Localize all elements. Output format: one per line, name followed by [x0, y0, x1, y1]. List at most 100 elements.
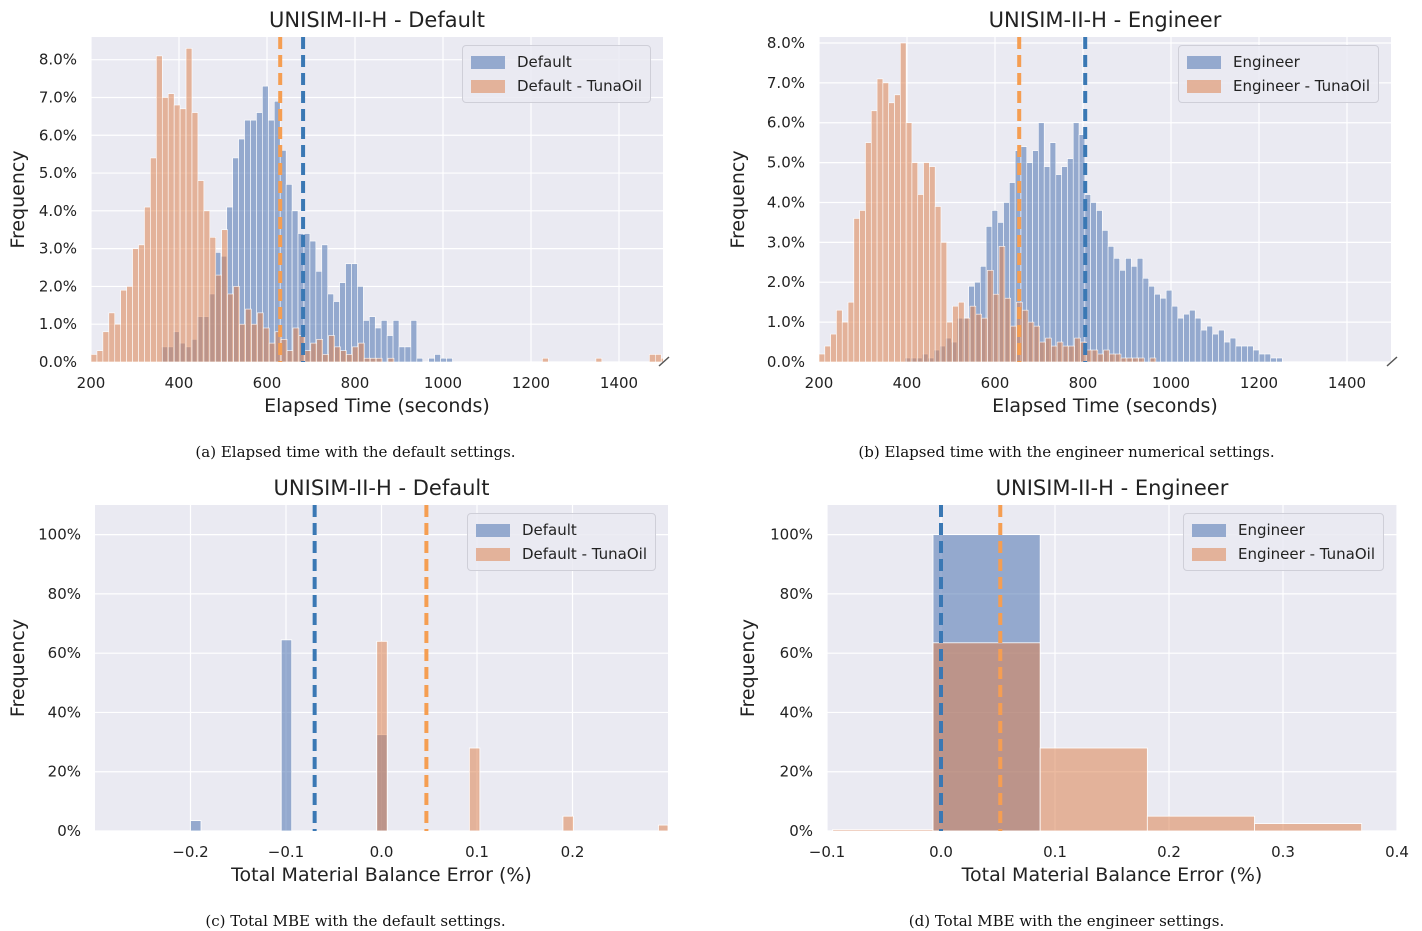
hist-bar-blue — [368, 316, 376, 362]
hist-bar-orange — [975, 313, 982, 362]
hist-bar-blue — [1142, 277, 1150, 362]
hist-bar-orange — [221, 229, 228, 362]
hist-bar-blue — [1229, 337, 1237, 362]
hist-bar-blue — [1264, 353, 1272, 362]
hist-bar-orange — [1056, 341, 1064, 362]
hist-bar-orange — [245, 308, 252, 362]
hist-bar-orange — [387, 357, 395, 362]
hist-bar-blue — [1160, 297, 1167, 362]
axis-break-mark — [1386, 356, 1398, 367]
hist-bar-blue — [1049, 142, 1057, 362]
legend-item: Engineer — [1192, 518, 1375, 542]
hist-bar-orange — [882, 82, 889, 362]
hist-bar-orange — [375, 357, 383, 362]
hist-bar-orange — [185, 48, 193, 362]
hist-bar-orange — [1097, 353, 1104, 362]
hist-bar-orange — [981, 317, 988, 362]
caption-a: (a) Elapsed time with the default settin… — [195, 443, 516, 461]
hist-bar-orange — [132, 248, 139, 362]
y-tick-label: 0% — [789, 822, 813, 840]
hist-bar-blue — [1113, 258, 1120, 362]
hist-bar-orange — [917, 194, 924, 362]
legend-label: Engineer — [1233, 53, 1300, 71]
legend-d: Engineer Engineer - TunaOil — [1183, 513, 1384, 571]
hist-bar-blue — [1072, 122, 1080, 362]
hist-bar-orange — [1254, 823, 1363, 831]
y-tick-label: 8.0% — [767, 34, 805, 52]
legend-item: Default — [476, 518, 647, 542]
hist-bar-orange — [239, 323, 246, 362]
hist-bar-blue — [1131, 265, 1138, 362]
chart-title: UNISIM-II-H - Engineer — [996, 476, 1229, 500]
legend-label: Engineer - TunaOil — [1233, 77, 1370, 95]
hist-bar-blue — [1194, 317, 1202, 362]
legend-b: Engineer Engineer - TunaOil — [1178, 45, 1379, 103]
y-tick-label: 20% — [780, 763, 813, 781]
bars-group — [819, 42, 1283, 362]
hist-bar-orange — [1004, 297, 1011, 362]
chart-b: 200 400 600 800 1000 1200 1400 0.0% 1.0% 2.0% 3.0%… — [711, 0, 1422, 470]
x-tick-label: 0.0 — [929, 843, 953, 861]
hist-bar-orange — [1068, 345, 1075, 362]
hist-bar-orange — [120, 289, 127, 362]
hist-bar-orange — [1091, 349, 1099, 362]
hist-bar-orange — [905, 122, 913, 362]
y-tick-label: 7.0% — [39, 88, 77, 106]
hist-bar-orange — [847, 301, 855, 362]
chart-c-svg: −0.2 −0.1 0.0 0.1 0.2 0% 20% 40% 60% 80% 100% UNISI… — [7, 476, 668, 886]
y-tick-label: 60% — [48, 644, 81, 662]
hist-bar-orange — [233, 286, 240, 362]
y-tick-label: 1.0% — [39, 315, 77, 333]
y-tick-label: 6.0% — [767, 114, 805, 132]
hist-bar-blue — [1148, 285, 1155, 362]
hist-bar-orange — [562, 815, 574, 831]
hist-bar-orange — [328, 335, 335, 362]
hist-bar-orange — [1103, 349, 1110, 362]
y-axis-label: Frequency — [7, 150, 29, 248]
hist-bar-blue — [1276, 357, 1283, 362]
hist-bar-blue — [446, 357, 453, 362]
hist-bar-orange — [251, 323, 258, 362]
y-tick-label: 4.0% — [767, 193, 805, 211]
hist-bar-blue — [1223, 341, 1231, 362]
hist-bar-orange — [900, 42, 907, 362]
y-tick-label: 0% — [57, 822, 81, 840]
chart-a: 200 400 600 800 1000 1200 1400 0.0% 1.0% 2.0% 3.0%… — [0, 0, 711, 470]
y-tick-label: 8.0% — [39, 51, 77, 69]
x-axis-label: Total Material Balance Error (%) — [230, 864, 532, 886]
hist-bar-orange — [102, 331, 110, 362]
legend-swatch-blue — [476, 523, 510, 537]
hist-bar-orange — [1039, 747, 1148, 831]
hist-bar-orange — [963, 317, 971, 362]
hist-bar-orange — [649, 354, 656, 362]
hist-bar-orange — [352, 346, 359, 362]
x-tick-label: 600 — [253, 374, 282, 392]
legend-swatch-orange — [476, 547, 510, 561]
hist-bar-orange — [96, 350, 104, 362]
hist-bar-orange — [832, 829, 934, 831]
chart-d: −0.1 0.0 0.1 0.2 0.3 0.4 0% 20% 40% 60% 80% 100% UNI… — [711, 470, 1422, 931]
hist-bar-blue — [1171, 305, 1179, 362]
hist-bar-blue — [1125, 258, 1132, 362]
x-tick-label: 200 — [77, 374, 106, 392]
hist-bar-blue — [273, 100, 281, 362]
y-axis-label: Frequency — [737, 619, 759, 717]
hist-bar-orange — [316, 339, 323, 362]
hist-bar-blue — [440, 357, 447, 362]
hist-bar-orange — [468, 747, 481, 831]
hist-bar-orange — [932, 642, 1041, 831]
hist-bar-orange — [1010, 325, 1017, 362]
legend-item: Default - TunaOil — [471, 74, 642, 98]
hist-bar-orange — [156, 55, 163, 362]
hist-bar-orange — [268, 342, 276, 362]
hist-bar-orange — [108, 312, 116, 362]
x-axis-label: Elapsed Time (seconds) — [264, 395, 490, 417]
hist-bar-orange — [257, 312, 264, 362]
hist-bar-orange — [660, 357, 663, 362]
bars-group — [91, 48, 663, 362]
hist-bar-blue — [1055, 174, 1062, 362]
x-tick-label: 400 — [165, 374, 194, 392]
hist-bar-blue — [1165, 289, 1173, 362]
x-tick-label: 1200 — [1240, 374, 1278, 392]
hist-bar-orange — [859, 210, 866, 362]
